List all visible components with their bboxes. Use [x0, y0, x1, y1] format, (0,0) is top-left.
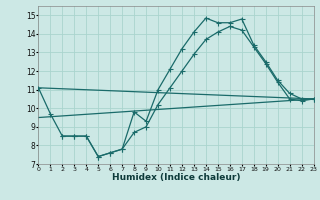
X-axis label: Humidex (Indice chaleur): Humidex (Indice chaleur)	[112, 173, 240, 182]
